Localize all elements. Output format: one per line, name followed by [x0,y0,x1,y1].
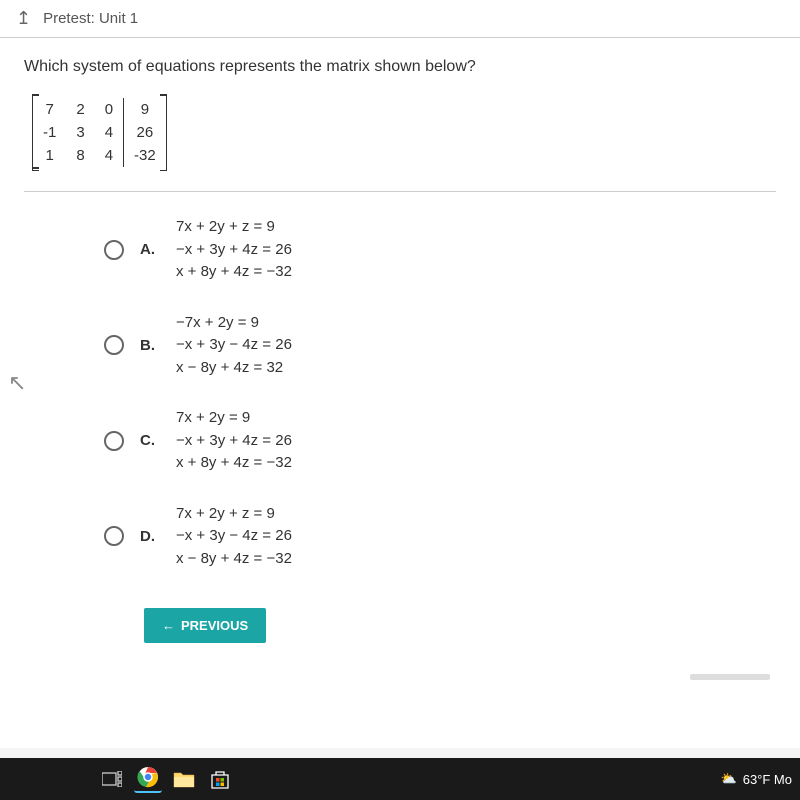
divider [24,191,776,192]
taskbar-weather[interactable]: ⛅ 63°F Mo [721,771,792,787]
matrix-cell: 1 [33,144,66,167]
option-equations: −7x + 2y = 9 −x + 3y − 4z = 26 x − 8y + … [176,312,292,380]
option-c[interactable]: C. 7x + 2y = 9 −x + 3y + 4z = 26 x + 8y … [104,407,776,475]
option-label: C. [140,432,160,449]
matrix-cell: -32 [124,144,166,167]
file-explorer-icon[interactable] [170,765,198,793]
matrix-cell: 4 [95,144,124,167]
taskview-icon[interactable] [98,765,126,793]
equation-line: −7x + 2y = 9 [176,312,292,335]
radio-icon[interactable] [104,526,124,546]
radio-icon[interactable] [104,240,124,260]
equation-line: x + 8y + 4z = −32 [176,261,292,284]
weather-icon: ⛅ [721,771,737,787]
matrix-cell: 3 [66,121,94,144]
matrix-cell: 26 [124,121,166,144]
option-label: B. [140,337,160,354]
equation-line: 7x + 2y = 9 [176,407,292,430]
weather-text: 63°F Mo [743,772,792,787]
footer-controls: ← PREVIOUS [24,598,776,653]
equation-line: 7x + 2y + z = 9 [176,216,292,239]
progress-indicator [690,674,770,680]
equation-line: −x + 3y − 4z = 26 [176,334,292,357]
previous-label: PREVIOUS [181,618,248,633]
option-label: A. [140,241,160,258]
equation-line: −x + 3y + 4z = 26 [176,430,292,453]
option-label: D. [140,528,160,545]
option-equations: 7x + 2y + z = 9 −x + 3y + 4z = 26 x + 8y… [176,216,292,284]
microsoft-store-icon[interactable] [206,765,234,793]
equation-line: x − 8y + 4z = 32 [176,357,292,380]
equation-line: −x + 3y + 4z = 26 [176,239,292,262]
taskbar[interactable]: ⛅ 63°F Mo [0,758,800,800]
matrix-cell: 4 [95,121,124,144]
radio-icon[interactable] [104,431,124,451]
option-d[interactable]: D. 7x + 2y + z = 9 −x + 3y − 4z = 26 x −… [104,503,776,571]
equation-line: −x + 3y − 4z = 26 [176,525,292,548]
equation-line: x + 8y + 4z = −32 [176,452,292,475]
arrow-left-icon: ← [162,618,175,633]
matrix-cell: -1 [33,121,66,144]
previous-button[interactable]: ← PREVIOUS [144,608,266,643]
matrix-cell: 9 [124,98,166,121]
options-list: A. 7x + 2y + z = 9 −x + 3y + 4z = 26 x +… [104,216,776,570]
option-b[interactable]: B. −7x + 2y = 9 −x + 3y − 4z = 26 x − 8y… [104,312,776,380]
question-panel: Which system of equations represents the… [0,38,800,748]
matrix-row: 7 2 0 9 [33,98,166,121]
matrix: 7 2 0 9 -1 3 4 26 1 8 4 -32 [32,94,776,171]
radio-icon[interactable] [104,335,124,355]
header-title: Pretest: Unit 1 [43,10,138,27]
chrome-icon[interactable] [134,765,162,793]
matrix-cell: 7 [33,98,66,121]
option-equations: 7x + 2y + z = 9 −x + 3y − 4z = 26 x − 8y… [176,503,292,571]
matrix-row: -1 3 4 26 [33,121,166,144]
back-arrow-icon[interactable]: ↥ [16,8,31,29]
question-prompt: Which system of equations represents the… [24,58,776,76]
option-a[interactable]: A. 7x + 2y + z = 9 −x + 3y + 4z = 26 x +… [104,216,776,284]
equation-line: 7x + 2y + z = 9 [176,503,292,526]
equation-line: x − 8y + 4z = −32 [176,548,292,571]
option-equations: 7x + 2y = 9 −x + 3y + 4z = 26 x + 8y + 4… [176,407,292,475]
page-header: ↥ Pretest: Unit 1 [0,0,800,38]
cursor-icon: ↖ [8,370,26,396]
matrix-row: 1 8 4 -32 [33,144,166,167]
matrix-cell: 8 [66,144,94,167]
matrix-cell: 2 [66,98,94,121]
matrix-cell: 0 [95,98,124,121]
